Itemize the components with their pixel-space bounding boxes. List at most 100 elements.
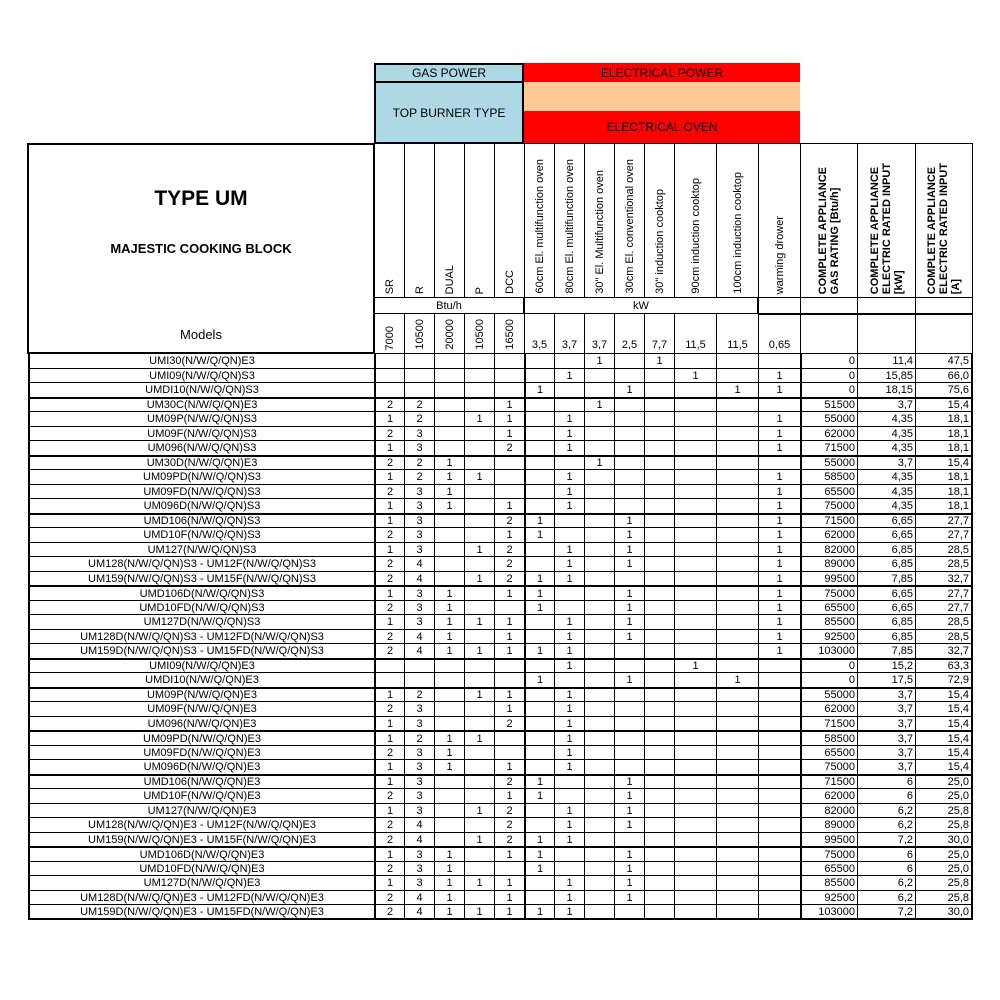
table-cell: 2: [374, 861, 405, 876]
table-cell: [758, 774, 801, 789]
table-cell: [758, 353, 801, 369]
table-cell: 1: [434, 614, 465, 630]
table-cell: [494, 382, 525, 398]
table-cell: [524, 484, 555, 499]
table-cell: [644, 513, 675, 528]
table-cell: [674, 890, 717, 905]
table-cell: [674, 614, 717, 630]
table-cell: [674, 745, 717, 760]
table-cell: [716, 455, 759, 470]
table-cell: 2: [404, 397, 435, 412]
table-cell: 1: [434, 455, 465, 470]
table-cell: 3: [404, 600, 435, 615]
table-cell: [584, 672, 615, 688]
table-cell: 25,0: [915, 774, 973, 789]
table-cell: 1: [434, 469, 465, 485]
table-cell: 1: [464, 687, 495, 702]
table-cell: [434, 397, 465, 412]
electrical-power-header: ELECTRICAL POWER: [524, 63, 800, 82]
table-cell: [716, 397, 759, 412]
model-name-cell: UM09PD(N/W/Q/QN)S3: [28, 469, 375, 485]
table-cell: 6,2: [857, 890, 916, 905]
table-cell: 3,7: [857, 716, 916, 731]
table-cell: [644, 455, 675, 470]
model-name-cell: UMDI10(N/W/Q/QN)E3: [28, 672, 375, 688]
table-cell: 1: [716, 382, 759, 398]
table-cell: 1: [494, 426, 525, 441]
table-cell: [674, 455, 717, 470]
table-cell: [584, 498, 615, 514]
power-value: [915, 313, 973, 354]
table-cell: 1: [614, 817, 645, 833]
table-cell: 1: [494, 701, 525, 717]
table-cell: [674, 904, 717, 920]
table-cell: 1: [614, 556, 645, 572]
table-cell: 6,2: [857, 817, 916, 833]
model-name-cell: UM128(N/W/Q/QN)E3 - UM12F(N/W/Q/QN)E3: [28, 817, 375, 833]
table-cell: 3,7: [857, 745, 916, 760]
table-cell: 55000: [800, 687, 858, 702]
table-cell: [614, 745, 645, 760]
table-cell: 3: [404, 875, 435, 891]
table-cell: [644, 498, 675, 514]
table-cell: [434, 803, 465, 818]
table-cell: [758, 846, 801, 862]
table-cell: 1: [554, 571, 585, 586]
table-cell: 6: [857, 774, 916, 789]
power-value: 2,5: [614, 313, 645, 354]
table-cell: 1: [524, 672, 555, 688]
table-cell: [758, 832, 801, 847]
table-cell: 1: [524, 571, 555, 586]
column-header-label: DUAL: [443, 264, 456, 294]
table-cell: [554, 600, 585, 615]
table-cell: 3: [404, 716, 435, 731]
table-cell: 1: [674, 658, 717, 673]
table-cell: 1: [584, 353, 615, 369]
table-cell: 7,2: [857, 832, 916, 847]
table-cell: [554, 455, 585, 470]
table-cell: 1: [494, 643, 525, 659]
table-cell: 1: [434, 890, 465, 905]
table-cell: [644, 832, 675, 847]
table-cell: 4: [404, 832, 435, 847]
table-cell: [644, 788, 675, 804]
table-cell: 1: [374, 803, 405, 818]
table-cell: [464, 498, 495, 514]
table-cell: [674, 542, 717, 557]
table-cell: 2: [374, 426, 405, 441]
table-cell: 1: [374, 846, 405, 862]
table-cell: 15,4: [915, 716, 973, 731]
table-cell: 3,7: [857, 701, 916, 717]
column-header: 90cm induction cooktop: [674, 143, 717, 298]
table-cell: [404, 368, 435, 383]
table-cell: 1: [374, 513, 405, 528]
table-cell: [524, 411, 555, 427]
table-cell: 15,4: [915, 397, 973, 412]
table-cell: [584, 716, 615, 731]
table-cell: 1: [758, 600, 801, 615]
table-cell: [614, 643, 645, 659]
table-cell: 3: [404, 484, 435, 499]
table-cell: 1: [434, 861, 465, 876]
column-header-label: COMPLETE APPLIANCE ELECTRIC RATED INPUT …: [926, 162, 962, 294]
table-cell: 1: [434, 498, 465, 514]
table-cell: 1: [524, 643, 555, 659]
model-name-cell: UM30D(N/W/Q/QN)E3: [28, 455, 375, 470]
table-cell: [716, 571, 759, 586]
table-cell: 17,5: [857, 672, 916, 688]
page-subtitle: MAJESTIC COOKING BLOCK: [110, 241, 292, 256]
table-cell: [644, 397, 675, 412]
table-cell: [464, 556, 495, 572]
table-cell: 63,3: [915, 658, 973, 673]
table-cell: [674, 716, 717, 731]
table-cell: 25,8: [915, 803, 973, 818]
table-cell: [434, 687, 465, 702]
table-cell: [494, 861, 525, 876]
table-cell: [614, 832, 645, 847]
table-cell: [524, 556, 555, 572]
table-cell: [716, 484, 759, 499]
table-cell: [584, 527, 615, 543]
burner-power-value: 20000: [434, 313, 465, 354]
table-cell: 1: [554, 817, 585, 833]
